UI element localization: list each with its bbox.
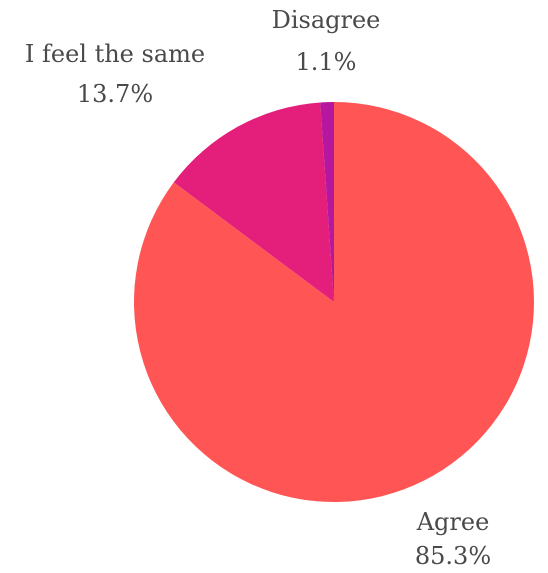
label-i-feel-the-same-value: 13.7% [77,80,153,108]
label-agree: Agree 85.3% [415,508,491,570]
slices-layer [133,102,534,502]
slice-agree [133,102,534,502]
label-disagree-name: Disagree [272,6,381,34]
label-disagree-value: 1.1% [296,48,357,76]
slice-disagree [320,102,334,302]
label-agree-value: 85.3% [415,542,491,570]
slice-i-feel-the-same [173,102,334,302]
label-i-feel-the-same-name: I feel the same [25,40,205,68]
label-disagree: Disagree 1.1% [272,6,381,76]
label-i-feel-the-same: I feel the same 13.7% [25,40,205,108]
label-agree-name: Agree [416,508,490,536]
